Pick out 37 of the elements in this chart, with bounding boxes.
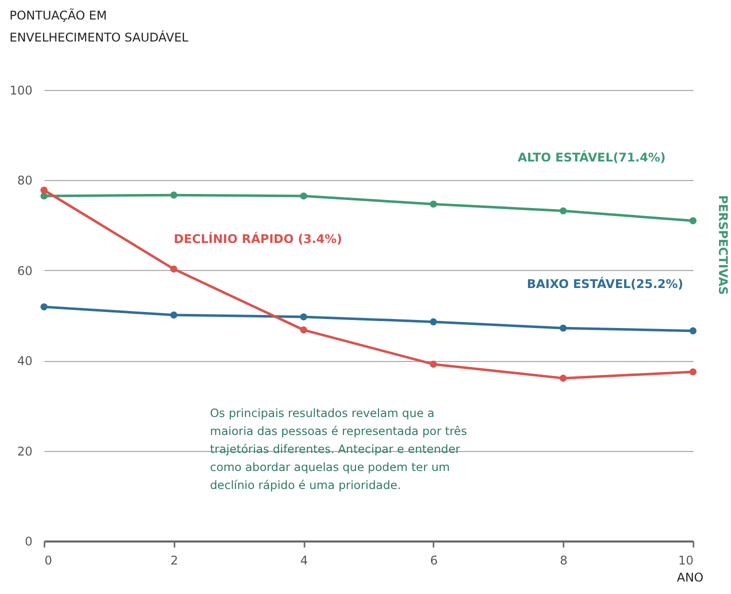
x-tick-label: 4 <box>300 554 308 568</box>
text: ALTO ESTÁVEL(71.4%) <box>518 150 666 165</box>
point <box>689 217 697 224</box>
point <box>560 374 567 382</box>
point <box>300 313 308 320</box>
annotation: Os principais resultados revelam que a maioria das pessoas é representada por três trajetórias diferentes. Antecipar e entender como abordar aquelas que podem ter um declínio rápido é uma prioridade. <box>210 406 468 492</box>
x-tick-label: 2 <box>170 554 178 568</box>
text: PERSPECTIVAS <box>716 195 730 295</box>
point <box>40 192 48 200</box>
text: BAIXO ESTÁVEL(25.2%) <box>526 276 684 291</box>
x-axis-title: ANO <box>676 570 704 584</box>
point <box>689 368 697 376</box>
y-tick-label: 100 <box>10 84 32 98</box>
point <box>560 207 567 214</box>
point <box>689 327 697 334</box>
x-tick-label: 6 <box>430 554 438 568</box>
y-tick-label: 40 <box>17 354 32 368</box>
point <box>40 303 48 310</box>
point <box>430 318 437 326</box>
point <box>40 186 48 194</box>
point <box>560 324 567 332</box>
y-tick-label: 0 <box>24 534 32 548</box>
point <box>300 326 308 334</box>
x-tick-label: 8 <box>560 554 568 568</box>
series-label: DECLÍNIO RÁPIDO (3.4%) <box>174 230 342 246</box>
point <box>430 360 437 368</box>
point <box>170 312 178 319</box>
y-tick-label: 60 <box>17 264 32 278</box>
x-tick-label: 10 <box>678 554 694 568</box>
y-tick-label: 80 <box>17 174 32 188</box>
point <box>300 192 308 200</box>
point <box>170 192 178 199</box>
point <box>170 266 178 273</box>
point <box>430 200 437 208</box>
y-tick-label: 20 <box>17 444 32 458</box>
x-tick-label: 0 <box>44 554 52 568</box>
y-axis-title: PONTUAÇÃO EM ENVELHECIMENTO SAUDÁVEL <box>10 8 189 44</box>
